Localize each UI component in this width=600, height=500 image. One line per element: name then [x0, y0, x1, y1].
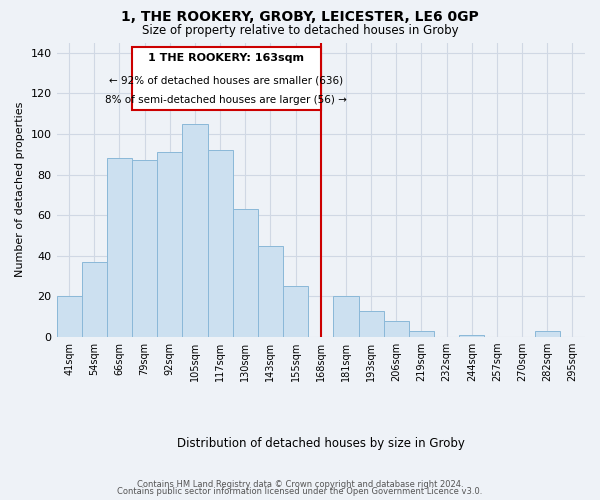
Bar [208, 150, 233, 337]
Bar [56, 296, 82, 337]
Bar [132, 160, 157, 337]
Bar [535, 331, 560, 337]
Bar [132, 46, 321, 110]
Bar [182, 124, 208, 337]
Bar [233, 209, 258, 337]
Bar [383, 321, 409, 337]
Bar [359, 310, 383, 337]
Bar [157, 152, 182, 337]
Text: 1, THE ROOKERY, GROBY, LEICESTER, LE6 0GP: 1, THE ROOKERY, GROBY, LEICESTER, LE6 0G… [121, 10, 479, 24]
Text: ← 92% of detached houses are smaller (636): ← 92% of detached houses are smaller (63… [109, 75, 343, 85]
Bar [334, 296, 359, 337]
Text: Contains HM Land Registry data © Crown copyright and database right 2024.: Contains HM Land Registry data © Crown c… [137, 480, 463, 489]
Bar [258, 246, 283, 337]
Text: Contains public sector information licensed under the Open Government Licence v3: Contains public sector information licen… [118, 487, 482, 496]
Y-axis label: Number of detached properties: Number of detached properties [15, 102, 25, 278]
X-axis label: Distribution of detached houses by size in Groby: Distribution of detached houses by size … [177, 437, 465, 450]
Bar [409, 331, 434, 337]
Text: 1 THE ROOKERY: 163sqm: 1 THE ROOKERY: 163sqm [148, 52, 304, 62]
Bar [283, 286, 308, 337]
Bar [82, 262, 107, 337]
Bar [459, 335, 484, 337]
Text: Size of property relative to detached houses in Groby: Size of property relative to detached ho… [142, 24, 458, 37]
Text: 8% of semi-detached houses are larger (56) →: 8% of semi-detached houses are larger (5… [106, 96, 347, 106]
Bar [107, 158, 132, 337]
